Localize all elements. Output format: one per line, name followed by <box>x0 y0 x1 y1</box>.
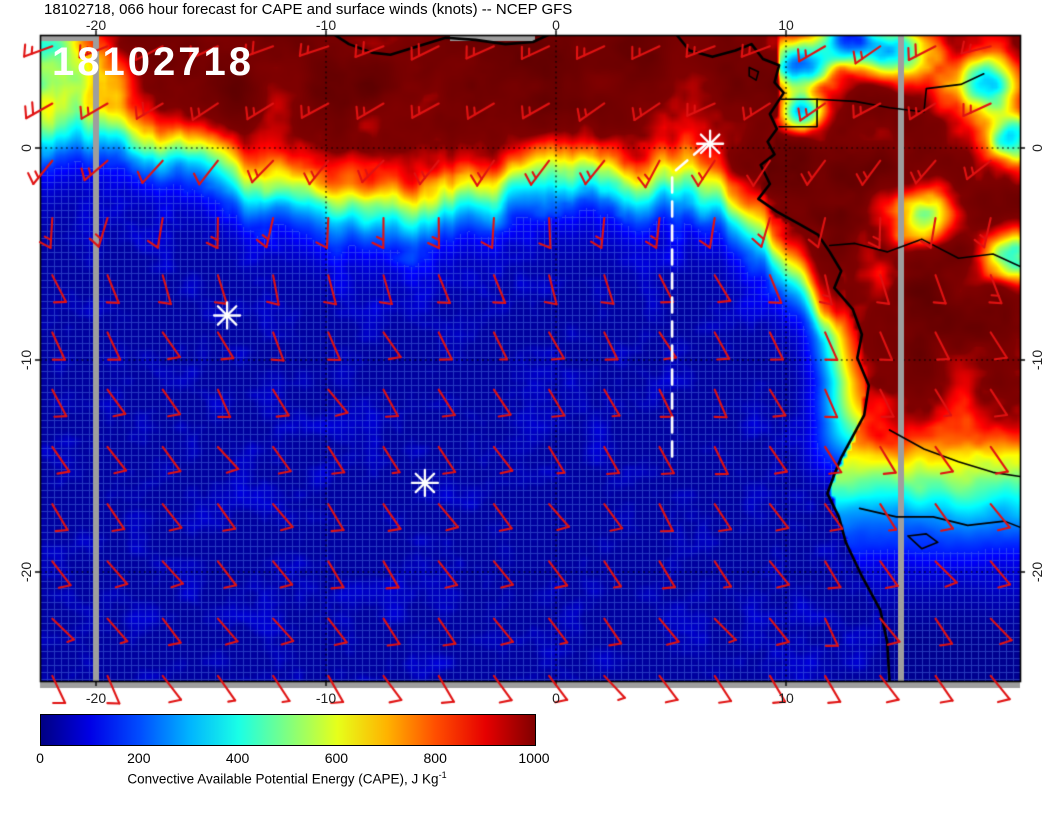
lon-tick-label-top: 0 <box>552 17 560 33</box>
lon-tick-label-top: -10 <box>315 17 337 33</box>
colorbar-tick-label: 0 <box>36 750 44 766</box>
lat-tick-label-right: -10 <box>1029 349 1045 371</box>
lon-tick-label-top: -20 <box>85 17 107 33</box>
colorbar-tick-label: 200 <box>127 750 151 766</box>
run-timestamp-overlay: 18102718 <box>52 40 254 84</box>
page-title: 18102718, 066 hour forecast for CAPE and… <box>44 1 573 18</box>
lat-tick-label-left: 0 <box>18 144 34 152</box>
lon-tick-label-bottom: -20 <box>85 690 107 706</box>
colorbar-caption-exponent: -1 <box>438 770 447 780</box>
colorbar-tick-label: 400 <box>225 750 250 766</box>
lon-tick-label-top: 10 <box>778 17 794 33</box>
colorbar-caption-text: Convective Available Potential Energy (C… <box>127 771 439 787</box>
lon-tick-label-bottom: 10 <box>778 690 794 706</box>
lat-tick-label-right: 0 <box>1029 144 1045 152</box>
lat-tick-label-left: -10 <box>18 349 34 371</box>
cape-colorbar <box>40 714 536 746</box>
colorbar-tick-label: 1000 <box>518 750 550 766</box>
lat-tick-label-left: -20 <box>18 561 34 583</box>
lat-tick-label-right: -20 <box>1029 561 1045 583</box>
colorbar-tick-label: 800 <box>423 750 447 766</box>
lon-tick-label-bottom: -10 <box>315 690 337 706</box>
colorbar-caption: Convective Available Potential Energy (C… <box>40 770 534 787</box>
lon-tick-label-bottom: 0 <box>552 690 560 706</box>
colorbar-tick-label: 600 <box>324 750 349 766</box>
